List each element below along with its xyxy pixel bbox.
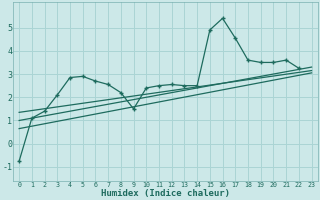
- X-axis label: Humidex (Indice chaleur): Humidex (Indice chaleur): [101, 189, 230, 198]
